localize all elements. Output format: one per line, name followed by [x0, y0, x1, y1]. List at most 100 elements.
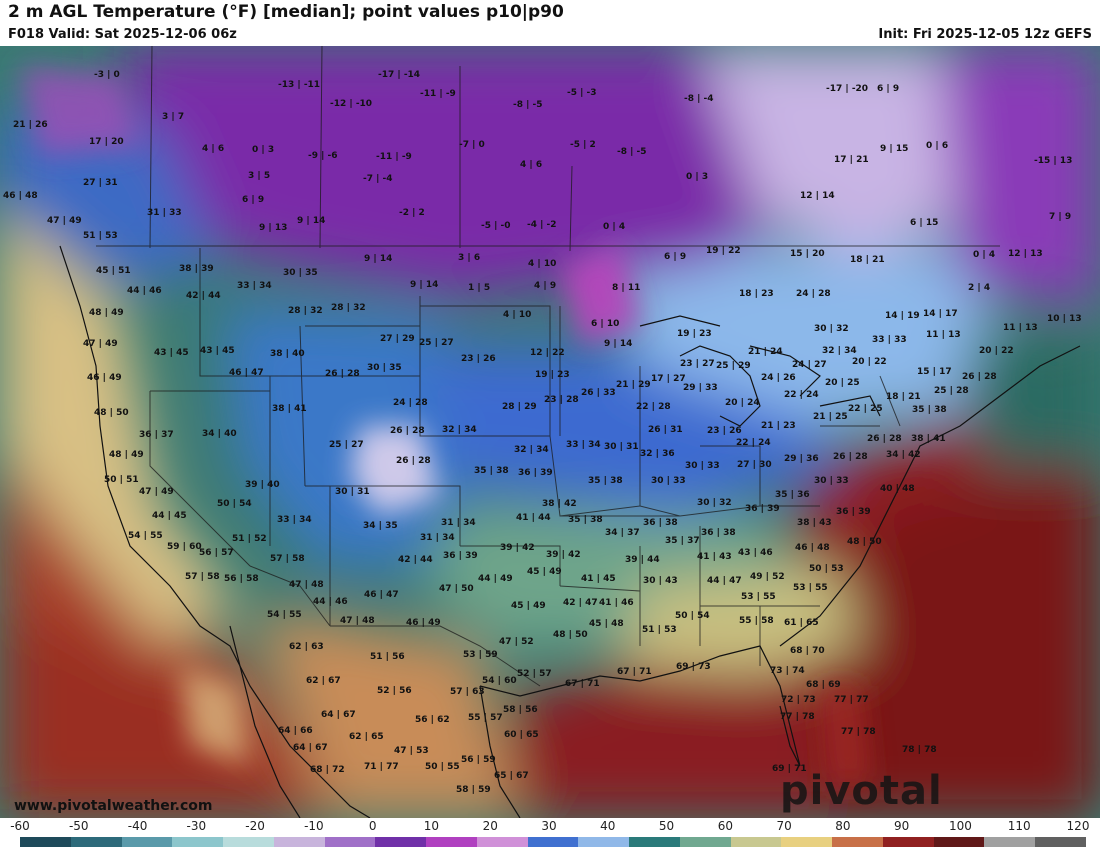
- point-value: 53 | 55: [793, 583, 828, 593]
- point-value: 14 | 17: [923, 309, 958, 319]
- point-value: 0 | 3: [686, 172, 709, 182]
- point-value: 0 | 6: [926, 141, 949, 151]
- point-value: 36 | 37: [139, 430, 174, 440]
- point-value: 60 | 65: [504, 730, 539, 740]
- point-value: 72 | 73: [781, 695, 816, 705]
- legend-tick: 80: [835, 819, 851, 833]
- point-value: 42 | 44: [398, 555, 433, 565]
- point-value: 10 | 13: [1047, 314, 1082, 324]
- point-value: 32 | 34: [514, 445, 549, 455]
- point-value: -8 | -5: [617, 147, 647, 157]
- point-value: -2 | 2: [399, 208, 425, 218]
- point-value: 36 | 39: [745, 504, 780, 514]
- point-value: -11 | -9: [420, 89, 456, 99]
- point-value: 47 | 49: [47, 216, 82, 226]
- point-value: 44 | 46: [127, 286, 162, 296]
- point-value: 18 | 21: [850, 255, 885, 265]
- legend-color-segment: [476, 837, 529, 847]
- point-value: 23 | 26: [461, 354, 496, 364]
- point-value: 51 | 56: [370, 652, 405, 662]
- point-value: 45 | 48: [589, 619, 624, 629]
- point-value: 68 | 70: [790, 646, 825, 656]
- legend-color-segment: [172, 837, 224, 847]
- point-value: 40 | 48: [880, 484, 915, 494]
- point-value: 6 | 9: [664, 252, 687, 262]
- point-value: 0 | 4: [973, 250, 996, 260]
- point-value: 32 | 34: [822, 346, 857, 356]
- point-value: 34 | 35: [363, 521, 398, 531]
- point-value: -11 | -9: [376, 152, 412, 162]
- point-value: 23 | 27: [680, 359, 715, 369]
- point-value: 11 | 13: [1003, 323, 1038, 333]
- point-value: 30 | 33: [685, 461, 720, 471]
- point-value: 41 | 46: [599, 598, 634, 608]
- point-value: 30 | 32: [697, 498, 732, 508]
- point-value: 54 | 60: [482, 676, 517, 686]
- legend-tick: 40: [600, 819, 616, 833]
- legend-tick: 90: [894, 819, 910, 833]
- point-value: 26 | 33: [581, 388, 616, 398]
- point-value: 47 | 53: [394, 746, 429, 756]
- point-value: 21 | 29: [616, 380, 651, 390]
- point-value: 36 | 39: [518, 468, 553, 478]
- point-value: 47 | 49: [139, 487, 174, 497]
- point-value: 61 | 65: [784, 618, 819, 628]
- point-value: 58 | 56: [503, 705, 538, 715]
- point-value: 38 | 41: [272, 404, 307, 414]
- point-value: 4 | 9: [534, 281, 557, 291]
- point-value: 24 | 27: [792, 360, 827, 370]
- point-value: 46 | 47: [364, 590, 399, 600]
- legend-tick: -60: [10, 819, 30, 833]
- point-value: 32 | 34: [442, 425, 477, 435]
- point-value: 36 | 39: [836, 507, 871, 517]
- point-value: 11 | 13: [926, 330, 961, 340]
- map-title: 2 m AGL Temperature (°F) [median]; point…: [8, 2, 564, 22]
- point-value: 6 | 10: [591, 319, 620, 329]
- point-value: 22 | 24: [736, 438, 771, 448]
- point-value: 17 | 21: [834, 155, 869, 165]
- temperature-field: [0, 46, 1100, 818]
- point-value: 50 | 54: [675, 611, 710, 621]
- point-value: 69 | 71: [772, 764, 807, 774]
- point-value: 15 | 20: [790, 249, 825, 259]
- legend-color-segment: [578, 837, 630, 847]
- point-value: 50 | 54: [217, 499, 252, 509]
- point-value: 39 | 42: [546, 550, 581, 560]
- point-value: 54 | 55: [267, 610, 302, 620]
- point-value: 48 | 50: [553, 630, 588, 640]
- point-value: 6 | 9: [877, 84, 900, 94]
- legend-color-segment: [629, 837, 681, 847]
- point-value: -12 | -10: [330, 99, 373, 109]
- point-value: 12 | 22: [530, 348, 565, 358]
- point-value: 21 | 26: [13, 120, 48, 130]
- point-value: 25 | 28: [934, 386, 969, 396]
- temperature-map[interactable]: -3 | 0 -13 | -11 -17 | -14 -12 | -10 -11 | -…: [0, 46, 1100, 818]
- point-value: 27 | 30: [737, 460, 772, 470]
- point-value: -17 | -14: [378, 70, 421, 80]
- legend-color-segment: [20, 837, 72, 847]
- point-value: -7 | 0: [459, 140, 485, 150]
- point-value: 29 | 36: [784, 454, 819, 464]
- point-value: 46 | 48: [795, 543, 830, 553]
- legend-color-segment: [832, 837, 884, 847]
- point-value: 9 | 14: [297, 216, 326, 226]
- point-value: 28 | 32: [288, 306, 323, 316]
- brand-watermark: pivotal weather: [780, 768, 972, 818]
- point-value: 3 | 7: [162, 112, 185, 122]
- point-value: 9 | 13: [259, 223, 288, 233]
- point-value: 38 | 39: [179, 264, 214, 274]
- point-value: 47 | 48: [289, 580, 324, 590]
- legend-tick: 20: [482, 819, 498, 833]
- point-value: 27 | 31: [83, 178, 118, 188]
- point-value: 33 | 34: [237, 281, 272, 291]
- point-value: 50 | 55: [425, 762, 460, 772]
- point-value: 35 | 38: [588, 476, 623, 486]
- point-value: 30 | 35: [367, 363, 402, 373]
- point-value: 68 | 72: [310, 765, 345, 775]
- point-value: 18 | 21: [886, 392, 921, 402]
- point-value: 25 | 29: [716, 361, 751, 371]
- point-value: 22 | 24: [784, 390, 819, 400]
- point-value: 55 | 58: [739, 616, 774, 626]
- point-value: 64 | 66: [278, 726, 313, 736]
- point-value: 21 | 25: [813, 412, 848, 422]
